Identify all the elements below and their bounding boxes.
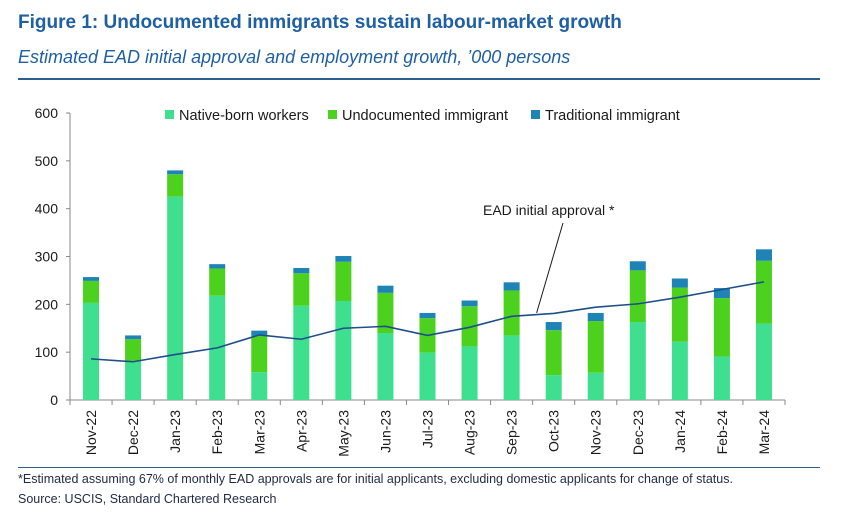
y-tick-label: 0 [50, 392, 58, 408]
x-tick-label: Apr-23 [293, 410, 309, 452]
native-born-bar [167, 196, 184, 400]
native-born-bar [545, 375, 562, 400]
x-tick-label: Sep-23 [504, 410, 520, 455]
x-tick-label: Feb-24 [714, 410, 730, 455]
x-tick-label: Mar-23 [251, 410, 267, 455]
y-tick-label: 600 [35, 105, 59, 121]
native-born-bar [293, 305, 310, 400]
traditional-bar [293, 267, 310, 274]
traditional-bar [461, 300, 478, 307]
annotation-pointer [536, 222, 564, 313]
undocumented-bar [461, 306, 478, 347]
native-born-bar [125, 360, 142, 400]
native-born-bar [335, 300, 352, 400]
ead-initial-approval-line [90, 281, 765, 363]
legend-native-born-swatch [165, 110, 174, 119]
undocumented-bar [377, 292, 394, 334]
footer-rule [18, 467, 820, 468]
undocumented-bar [209, 268, 226, 296]
traditional-bar [377, 285, 394, 293]
chart-legend: Native-born workers Undocumented immigran… [165, 108, 680, 124]
x-tick-label: Dec-22 [125, 410, 141, 455]
footnote: *Estimated assuming 67% of monthly EAD a… [18, 472, 733, 486]
legend-native-born-label: Native-born workers [179, 108, 309, 124]
x-tick-label: Feb-23 [209, 410, 225, 455]
native-born-bar [503, 335, 520, 400]
figure-title: Figure 1: Undocumented immigrants sustai… [18, 12, 622, 33]
y-tick-label: 100 [35, 344, 59, 360]
x-tick-label: Jun-23 [377, 410, 393, 453]
traditional-bar [167, 170, 184, 175]
native-born-bar [755, 323, 772, 400]
legend-traditional-label: Traditional immigrant [545, 108, 680, 124]
native-born-bar [713, 356, 730, 400]
traditional-bar [629, 261, 646, 271]
traditional-bar [671, 278, 688, 288]
undocumented-bar [293, 273, 310, 306]
traditional-bar [251, 330, 268, 336]
traditional-bar [755, 249, 772, 261]
traditional-bar [713, 288, 730, 299]
x-tick-label: Nov-23 [588, 410, 604, 455]
ead-line-layer: EAD initial approval * [90, 202, 765, 363]
x-tick-label: Jan-24 [672, 410, 688, 453]
legend-undocumented-label: Undocumented immigrant [342, 108, 508, 124]
undocumented-bar [671, 287, 688, 342]
stacked-bar-chart: 0 100 200 300 400 500 600 EAD initial approval… [35, 105, 786, 457]
x-tick-label: Aug-23 [462, 410, 478, 455]
ead-line-annotation: EAD initial approval * [483, 202, 615, 218]
header-rule [18, 78, 820, 80]
traditional-bar [503, 282, 520, 291]
undocumented-bar [83, 280, 100, 303]
chart-bars [83, 170, 772, 400]
source-note: Source: USCIS, Standard Chartered Resear… [18, 492, 277, 506]
undocumented-bar [545, 330, 562, 376]
y-tick-label: 400 [35, 201, 59, 217]
y-tick-label: 300 [35, 249, 59, 265]
x-tick-label: May-23 [335, 410, 351, 457]
traditional-bar [545, 322, 562, 331]
x-axis-labels: Nov-22 Dec-22 Jan-23 Feb-23 Mar-23 Apr-23 May-… [83, 410, 772, 457]
native-born-bar [461, 346, 478, 400]
traditional-bar [83, 277, 100, 281]
undocumented-bar [251, 335, 268, 373]
undocumented-bar [755, 260, 772, 324]
native-born-bar [419, 352, 436, 400]
native-born-bar [671, 341, 688, 400]
undocumented-bar [167, 174, 184, 197]
undocumented-bar [713, 298, 730, 357]
legend-traditional-swatch [531, 110, 540, 119]
undocumented-bar [503, 290, 520, 336]
figure-subtitle: Estimated EAD initial approval and emplo… [18, 47, 571, 67]
y-tick-label: 200 [35, 296, 59, 312]
x-tick-label: Dec-23 [630, 410, 646, 455]
undocumented-bar [335, 261, 352, 301]
traditional-bar [587, 312, 604, 322]
x-tick-label: Jan-23 [167, 410, 183, 453]
traditional-bar [209, 264, 226, 269]
traditional-bar [125, 335, 142, 340]
native-born-bar [629, 322, 646, 400]
native-born-bar [83, 302, 100, 400]
x-tick-label: Mar-24 [756, 410, 772, 455]
native-born-bar [251, 372, 268, 400]
traditional-bar [419, 312, 436, 319]
x-tick-label: Jul-23 [420, 410, 436, 448]
traditional-bar [335, 256, 352, 262]
undocumented-bar [587, 321, 604, 373]
undocumented-bar [629, 270, 646, 323]
native-born-bar [377, 333, 394, 400]
undocumented-bar [125, 339, 142, 361]
chart-axes: 0 100 200 300 400 500 600 [35, 105, 786, 408]
native-born-bar [587, 372, 604, 400]
x-tick-label: Nov-22 [83, 410, 99, 455]
legend-undocumented-swatch [328, 110, 337, 119]
y-tick-label: 500 [35, 153, 59, 169]
x-tick-label: Oct-23 [546, 410, 562, 452]
